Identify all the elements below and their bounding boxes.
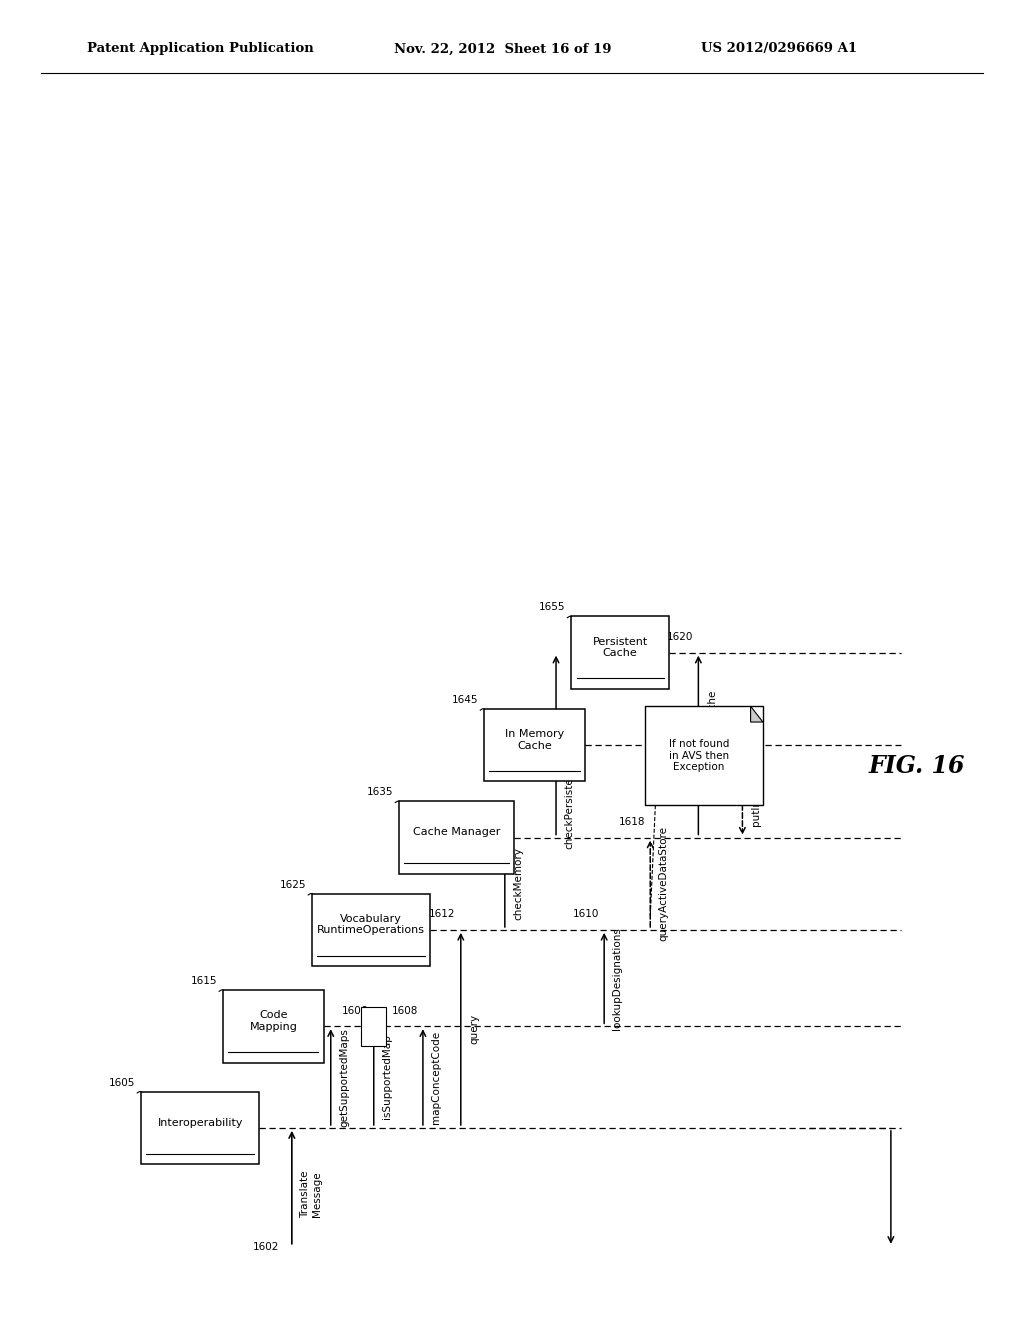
FancyBboxPatch shape [645,706,763,805]
Text: 1606: 1606 [342,1006,369,1016]
Text: Vocabulary
RuntimeOperations: Vocabulary RuntimeOperations [317,913,425,936]
Text: mapConceptCode: mapConceptCode [431,1031,441,1123]
FancyBboxPatch shape [361,1006,386,1045]
Text: If not found
in AVS then
Exception: If not found in AVS then Exception [669,739,729,772]
Text: getSupportedMaps: getSupportedMaps [339,1028,349,1126]
Text: FIG. 16: FIG. 16 [868,754,965,777]
FancyBboxPatch shape [312,894,430,966]
Text: 1604: 1604 [299,1006,326,1016]
Text: 1614: 1614 [473,817,500,826]
Text: 1622: 1622 [711,725,737,734]
Text: Nov. 22, 2012  Sheet 16 of 19: Nov. 22, 2012 Sheet 16 of 19 [394,42,611,55]
Text: Interoperability: Interoperability [158,1118,243,1127]
Text: 1625: 1625 [280,879,306,890]
Text: 1635: 1635 [367,787,393,797]
Text: 1610: 1610 [572,909,599,919]
Text: 1645: 1645 [452,694,478,705]
Text: In Memory
Cache: In Memory Cache [505,729,564,751]
Text: Cache Manager: Cache Manager [413,828,501,837]
Text: lookupDesignations: lookupDesignations [612,927,623,1030]
Text: queryActiveDataStore: queryActiveDataStore [658,826,669,941]
Text: 1612: 1612 [429,909,456,919]
Text: Code
Mapping: Code Mapping [250,1010,297,1032]
FancyBboxPatch shape [484,709,585,781]
Text: 1615: 1615 [190,975,217,986]
FancyBboxPatch shape [141,1092,259,1164]
Text: checkMemory: checkMemory [513,847,523,920]
Text: 1608: 1608 [391,1006,418,1016]
Polygon shape [751,706,763,722]
Text: Persistent
Cache: Persistent Cache [593,636,647,659]
Text: Translate
Message: Translate Message [300,1171,322,1217]
Text: isSupportedMap: isSupportedMap [382,1035,392,1119]
Text: US 2012/0296669 A1: US 2012/0296669 A1 [701,42,857,55]
FancyBboxPatch shape [223,990,324,1063]
Text: query: query [469,1014,479,1044]
Text: 1602: 1602 [253,1242,280,1251]
Text: checkPersistentCache: checkPersistentCache [564,734,574,849]
Text: putInMemory: putInMemory [751,756,761,826]
Text: putInPersistentCache: putInPersistentCache [707,689,717,801]
Text: 1618: 1618 [618,817,645,826]
Text: Patent Application Publication: Patent Application Publication [87,42,313,55]
FancyBboxPatch shape [571,616,669,689]
Text: 1616: 1616 [524,725,551,734]
Text: 1655: 1655 [539,602,565,612]
FancyBboxPatch shape [399,801,514,874]
Text: 1605: 1605 [109,1077,135,1088]
Text: 1620: 1620 [667,632,693,643]
